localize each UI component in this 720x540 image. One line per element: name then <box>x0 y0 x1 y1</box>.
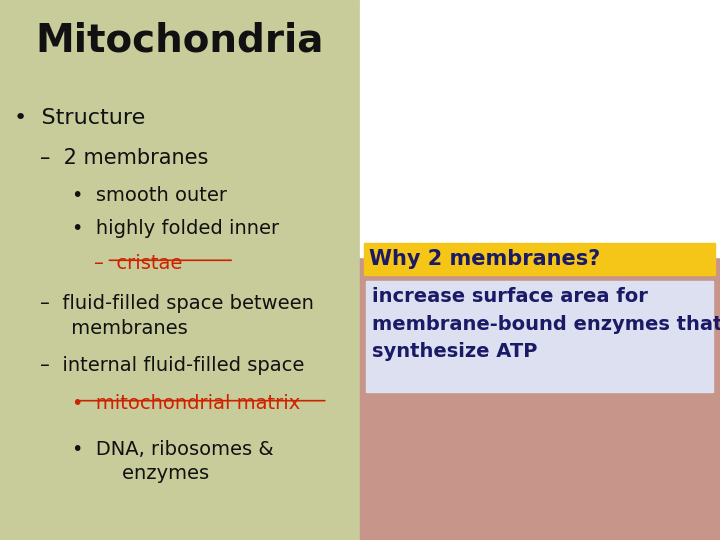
Bar <box>364 243 715 275</box>
Text: Why 2 membranes?: Why 2 membranes? <box>369 249 600 269</box>
Bar <box>360 0 720 256</box>
Text: •  mitochondrial matrix: • mitochondrial matrix <box>72 394 300 413</box>
Text: –  fluid-filled space between
     membranes: – fluid-filled space between membranes <box>40 294 313 338</box>
Text: increase surface area for
membrane-bound enzymes that
synthesize ATP: increase surface area for membrane-bound… <box>372 287 720 361</box>
Bar <box>0 0 360 540</box>
Text: –  cristae: – cristae <box>94 254 182 273</box>
Text: –  internal fluid-filled space: – internal fluid-filled space <box>40 356 304 375</box>
Text: Mitochondria: Mitochondria <box>36 22 324 59</box>
Text: •  Structure: • Structure <box>14 108 145 128</box>
Bar <box>360 0 720 540</box>
Text: •  smooth outer: • smooth outer <box>72 186 227 205</box>
Text: •  highly folded inner: • highly folded inner <box>72 219 279 238</box>
Text: –  2 membranes: – 2 membranes <box>40 148 208 168</box>
Text: •  DNA, ribosomes &
        enzymes: • DNA, ribosomes & enzymes <box>72 440 274 483</box>
Bar <box>366 281 713 392</box>
